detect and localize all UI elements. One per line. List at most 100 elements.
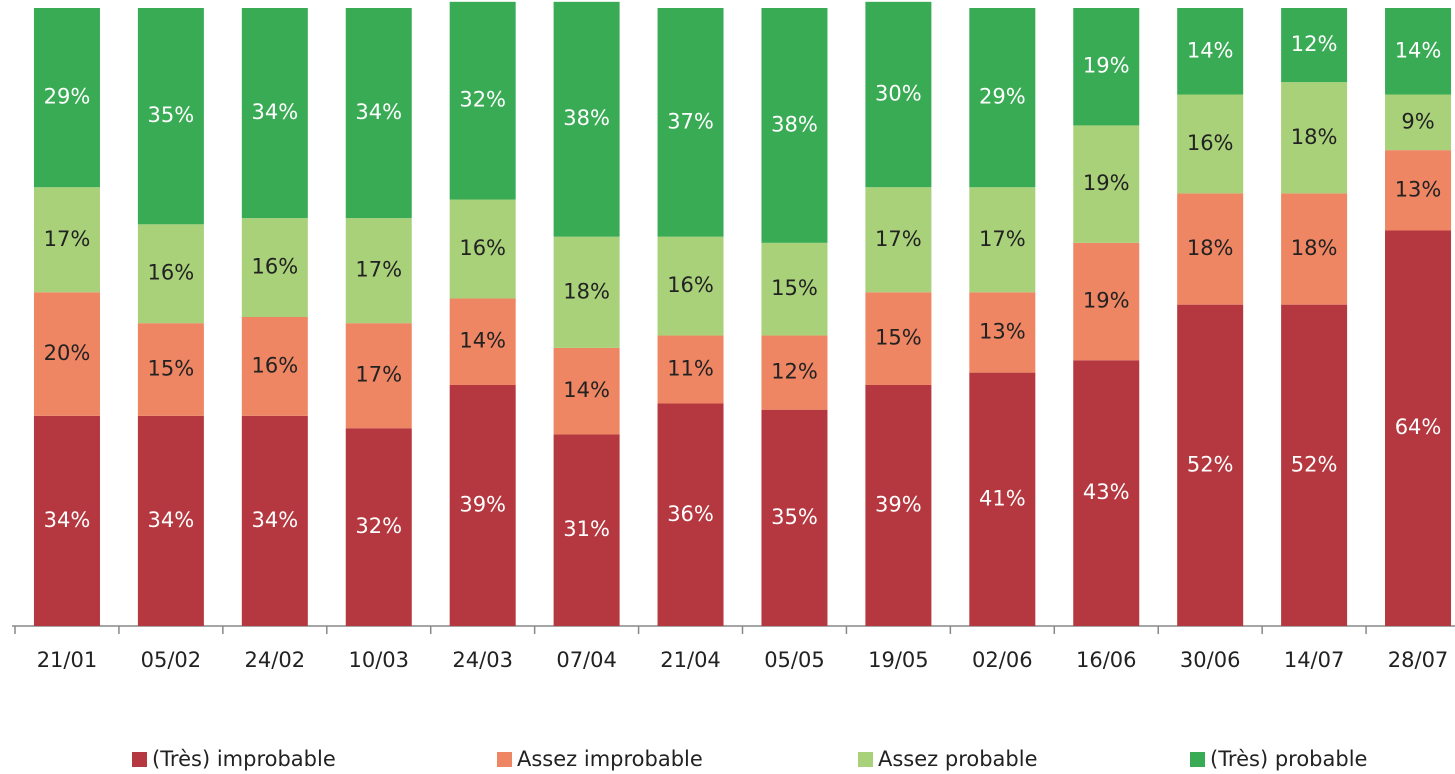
x-tick-label: 28/07 bbox=[1388, 648, 1449, 672]
data-label: 38% bbox=[771, 112, 818, 136]
bar-segment bbox=[761, 409, 828, 626]
bar-segment bbox=[969, 187, 1036, 293]
bar-segment bbox=[657, 335, 724, 404]
x-tick-label: 10/03 bbox=[348, 648, 409, 672]
bar-segment bbox=[657, 8, 724, 237]
data-label: 14% bbox=[459, 329, 506, 353]
bar-segment bbox=[33, 292, 100, 416]
bar-segment bbox=[865, 384, 932, 626]
bar-segment bbox=[553, 434, 620, 626]
data-label: 20% bbox=[44, 341, 91, 365]
data-label: 14% bbox=[1395, 38, 1442, 62]
data-label: 36% bbox=[667, 502, 714, 526]
bar-segment bbox=[449, 384, 516, 626]
data-label: 41% bbox=[979, 486, 1026, 510]
data-label: 52% bbox=[1187, 452, 1234, 476]
data-label: 13% bbox=[979, 319, 1026, 343]
data-label: 64% bbox=[1395, 415, 1442, 439]
bar-segment bbox=[33, 187, 100, 293]
data-label: 9% bbox=[1401, 109, 1434, 133]
data-label: 34% bbox=[251, 508, 298, 532]
data-label: 15% bbox=[771, 276, 818, 300]
data-label: 12% bbox=[771, 360, 818, 384]
bar-segment bbox=[1177, 8, 1244, 95]
bar-segment bbox=[1385, 230, 1452, 627]
data-label: 39% bbox=[875, 492, 922, 516]
data-label: 14% bbox=[563, 378, 610, 402]
bar-segment bbox=[761, 335, 828, 410]
data-label: 12% bbox=[1291, 32, 1338, 56]
bar-segment bbox=[865, 1, 932, 188]
x-tick-label: 21/04 bbox=[660, 648, 721, 672]
data-label: 17% bbox=[44, 227, 91, 251]
data-label: 16% bbox=[667, 273, 714, 297]
bar-segment bbox=[449, 1, 516, 200]
bar-segment bbox=[1073, 360, 1140, 626]
data-label: 29% bbox=[44, 85, 91, 109]
data-label: 16% bbox=[251, 255, 298, 279]
bar-segment bbox=[553, 347, 620, 435]
data-label: 35% bbox=[148, 103, 195, 127]
bar-segment bbox=[241, 415, 308, 626]
data-label: 34% bbox=[44, 508, 91, 532]
data-label: 17% bbox=[355, 258, 402, 282]
data-label: 29% bbox=[979, 85, 1026, 109]
data-label: 17% bbox=[875, 227, 922, 251]
data-label: 18% bbox=[1291, 236, 1338, 260]
legend-swatch bbox=[858, 752, 873, 767]
legend-label: (Très) probable bbox=[1210, 747, 1367, 771]
x-tick-label: 24/03 bbox=[452, 648, 513, 672]
x-tick-label: 05/02 bbox=[141, 648, 202, 672]
data-label: 19% bbox=[1083, 54, 1130, 78]
bar-segment bbox=[1281, 82, 1348, 194]
data-label: 18% bbox=[563, 279, 610, 303]
bar-segment bbox=[761, 242, 828, 336]
bar-segment bbox=[1281, 8, 1348, 83]
data-label: 37% bbox=[667, 109, 714, 133]
data-label: 17% bbox=[979, 227, 1026, 251]
bar-segment bbox=[1073, 242, 1140, 361]
data-label: 30% bbox=[875, 82, 922, 106]
x-tick-label: 30/06 bbox=[1180, 648, 1241, 672]
bar-segment bbox=[1385, 150, 1452, 231]
x-tick-label: 19/05 bbox=[868, 648, 929, 672]
bar-segment bbox=[553, 1, 620, 237]
bar-segment bbox=[241, 317, 308, 416]
bar-segment bbox=[969, 372, 1036, 626]
data-label: 16% bbox=[1187, 131, 1234, 155]
bar-segment bbox=[761, 8, 828, 243]
bar-segment bbox=[1073, 8, 1140, 126]
bar-segment bbox=[33, 8, 100, 188]
x-tick-label: 14/07 bbox=[1284, 648, 1345, 672]
bar-segment bbox=[1385, 8, 1452, 95]
data-label: 18% bbox=[1291, 125, 1338, 149]
data-label: 19% bbox=[1083, 171, 1130, 195]
data-label: 32% bbox=[459, 88, 506, 112]
bar-segment bbox=[137, 224, 204, 324]
data-label: 34% bbox=[355, 100, 402, 124]
bar-segment bbox=[33, 415, 100, 626]
data-label: 32% bbox=[355, 514, 402, 538]
data-label: 35% bbox=[771, 505, 818, 529]
data-label: 17% bbox=[355, 363, 402, 387]
data-label: 38% bbox=[563, 106, 610, 130]
bar-segment bbox=[969, 292, 1036, 373]
legend-swatch bbox=[497, 752, 512, 767]
bar-segment bbox=[345, 323, 412, 429]
bar-segment bbox=[345, 8, 412, 219]
data-label: 15% bbox=[148, 357, 195, 381]
bar-segment bbox=[657, 236, 724, 336]
bar-segment bbox=[137, 323, 204, 416]
data-label: 14% bbox=[1187, 38, 1234, 62]
bar-segment bbox=[969, 8, 1036, 188]
bar-segment bbox=[865, 187, 932, 293]
bar-segment bbox=[449, 199, 516, 299]
bar-segment bbox=[345, 218, 412, 324]
data-label: 19% bbox=[1083, 289, 1130, 313]
bar-segment bbox=[553, 236, 620, 348]
bar-segment bbox=[1281, 304, 1348, 626]
x-tick-label: 16/06 bbox=[1076, 648, 1137, 672]
bar-segment bbox=[1177, 304, 1244, 626]
data-label: 31% bbox=[563, 517, 610, 541]
